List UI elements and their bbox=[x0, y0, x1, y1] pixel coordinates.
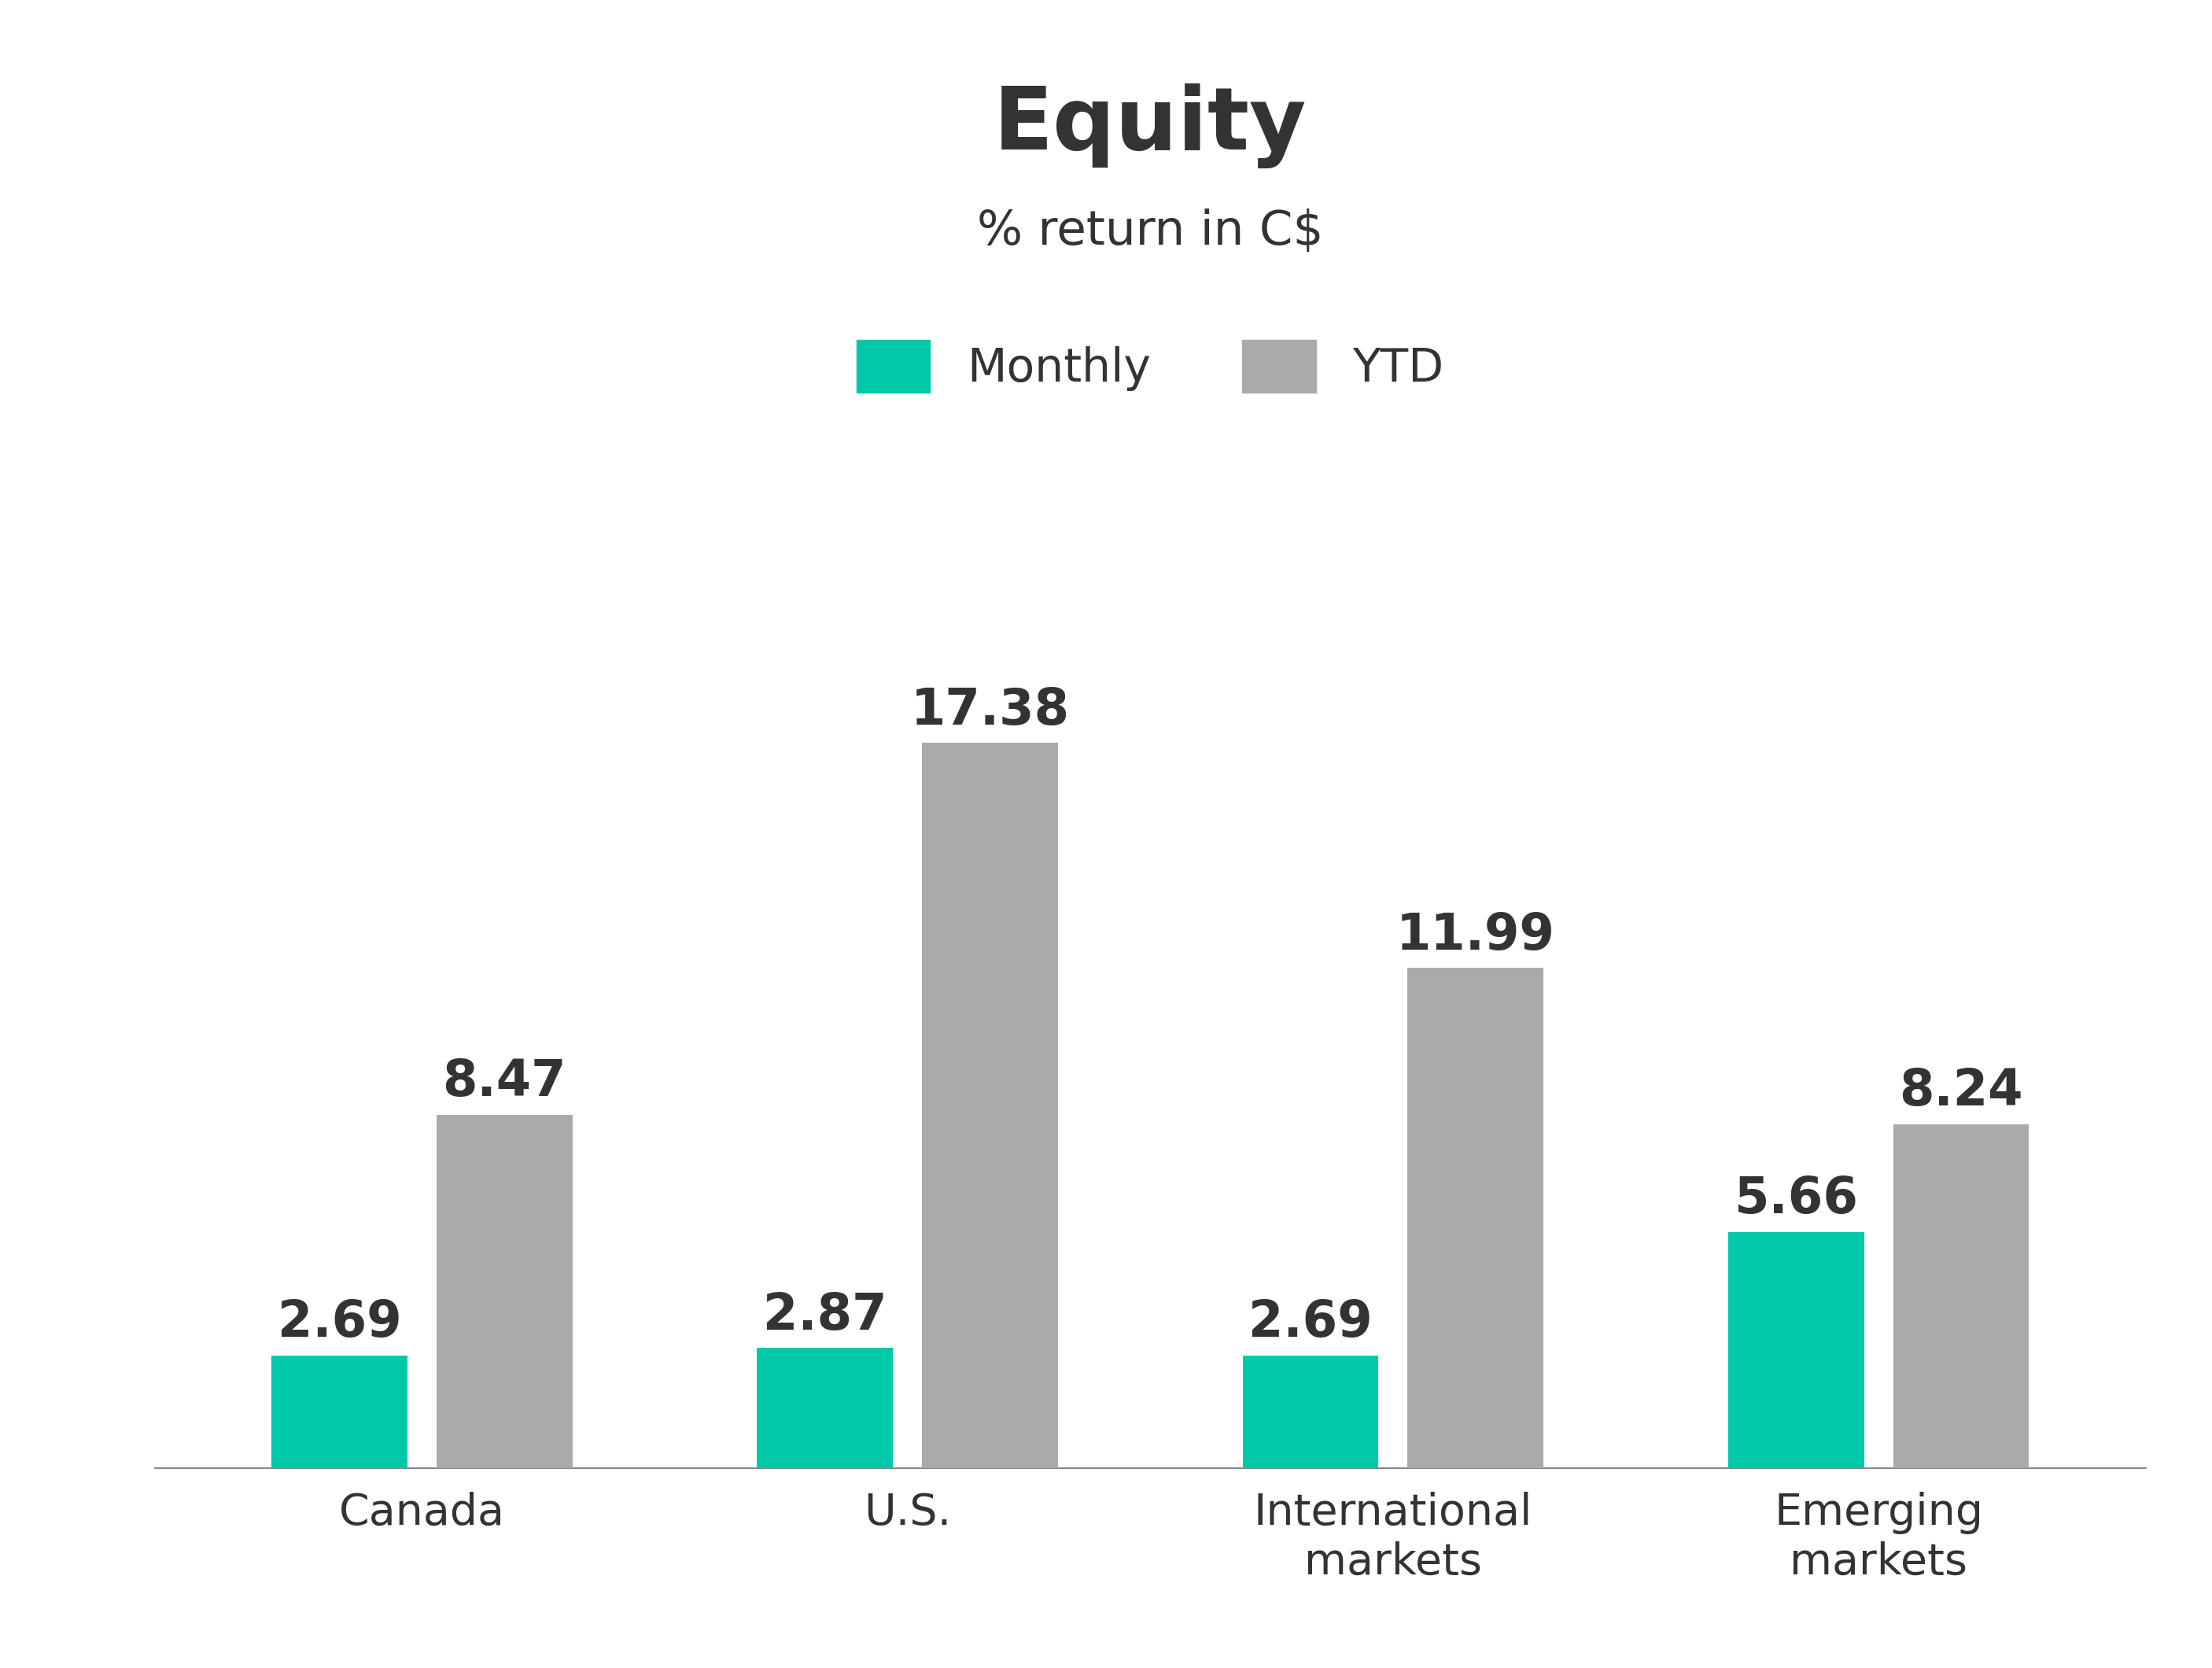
Bar bbox=[436, 1114, 573, 1468]
Text: 2.87: 2.87 bbox=[763, 1291, 887, 1339]
Text: 2.69: 2.69 bbox=[276, 1299, 400, 1348]
Text: Equity: Equity bbox=[993, 83, 1307, 168]
Bar bbox=[272, 1356, 407, 1468]
Text: 5.66: 5.66 bbox=[1734, 1174, 1858, 1224]
Text: 8.47: 8.47 bbox=[442, 1058, 566, 1106]
Bar bbox=[1893, 1124, 2028, 1468]
Bar bbox=[757, 1348, 894, 1468]
Text: 17.38: 17.38 bbox=[911, 686, 1071, 734]
Text: 2.69: 2.69 bbox=[1248, 1299, 1371, 1348]
Text: 11.99: 11.99 bbox=[1396, 911, 1555, 959]
Bar bbox=[1243, 1356, 1378, 1468]
Bar bbox=[1728, 1231, 1865, 1468]
Legend: Monthly, YTD: Monthly, YTD bbox=[856, 340, 1444, 394]
Bar bbox=[922, 744, 1057, 1468]
Bar bbox=[1407, 967, 1544, 1468]
Text: 8.24: 8.24 bbox=[1900, 1068, 2024, 1116]
Text: % return in C$: % return in C$ bbox=[978, 208, 1323, 255]
